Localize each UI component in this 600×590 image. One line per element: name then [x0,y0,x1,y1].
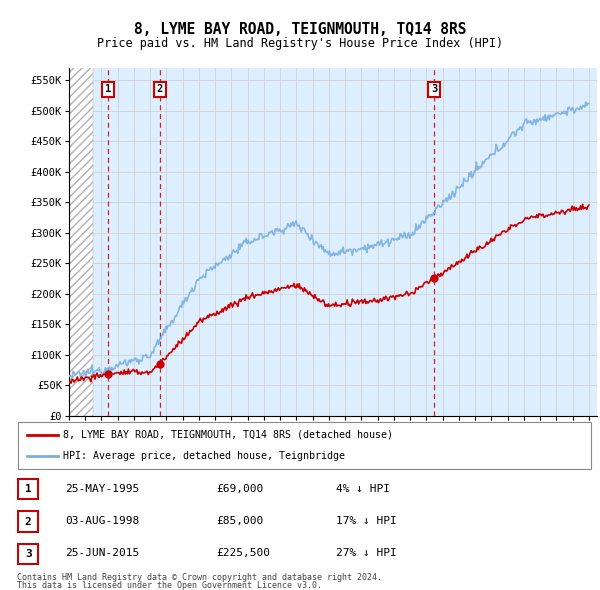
Text: 2: 2 [25,517,32,526]
Text: 3: 3 [431,84,437,94]
Text: HPI: Average price, detached house, Teignbridge: HPI: Average price, detached house, Teig… [62,451,344,461]
Text: £85,000: £85,000 [216,516,263,526]
Text: 17% ↓ HPI: 17% ↓ HPI [336,516,397,526]
Text: 25-MAY-1995: 25-MAY-1995 [65,484,139,493]
Text: 2: 2 [157,84,163,94]
FancyBboxPatch shape [18,422,591,469]
FancyBboxPatch shape [18,512,38,532]
Text: 03-AUG-1998: 03-AUG-1998 [65,516,139,526]
Text: Contains HM Land Registry data © Crown copyright and database right 2024.: Contains HM Land Registry data © Crown c… [17,572,382,582]
Text: 27% ↓ HPI: 27% ↓ HPI [336,549,397,558]
Text: 4% ↓ HPI: 4% ↓ HPI [336,484,390,493]
Text: 1: 1 [105,84,111,94]
FancyBboxPatch shape [18,479,38,499]
Text: 8, LYME BAY ROAD, TEIGNMOUTH, TQ14 8RS (detached house): 8, LYME BAY ROAD, TEIGNMOUTH, TQ14 8RS (… [62,430,392,440]
Text: 8, LYME BAY ROAD, TEIGNMOUTH, TQ14 8RS: 8, LYME BAY ROAD, TEIGNMOUTH, TQ14 8RS [134,22,466,37]
FancyBboxPatch shape [18,544,38,564]
Text: Price paid vs. HM Land Registry's House Price Index (HPI): Price paid vs. HM Land Registry's House … [97,37,503,50]
Text: 1: 1 [25,484,32,494]
Text: 3: 3 [25,549,32,559]
Text: £69,000: £69,000 [216,484,263,493]
Text: £225,500: £225,500 [216,549,270,558]
Text: This data is licensed under the Open Government Licence v3.0.: This data is licensed under the Open Gov… [17,581,322,590]
Text: 25-JUN-2015: 25-JUN-2015 [65,549,139,558]
